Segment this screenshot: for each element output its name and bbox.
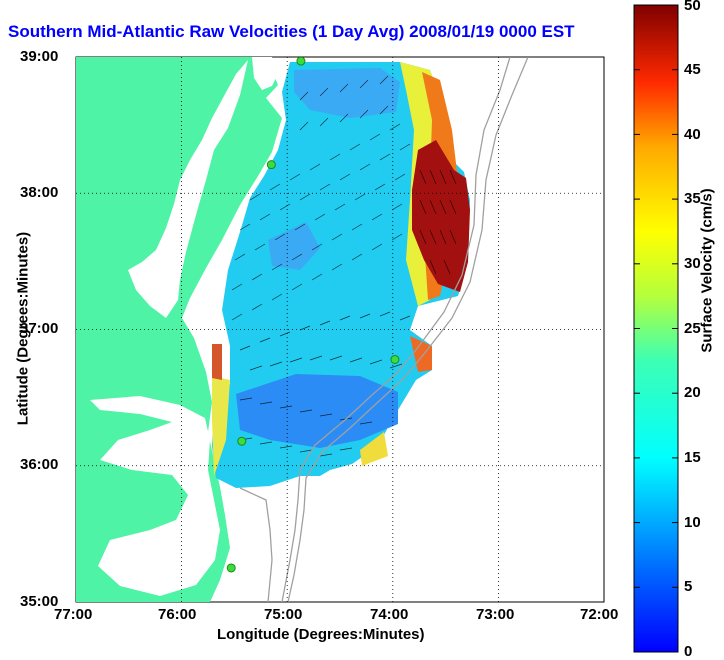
x-tick-label: 73:00 <box>476 606 515 623</box>
bathymetry-contours <box>239 57 529 602</box>
x-tick-label: 76:00 <box>158 606 197 623</box>
y-axis-label: Latitude (Degrees:Minutes) <box>14 231 32 426</box>
x-axis-label: Longitude (Degrees:Minutes) <box>217 626 425 643</box>
slow-patch <box>236 374 398 448</box>
chart-title-overlay: Southern Mid-Atlantic Raw Velocities (1 … <box>8 22 575 41</box>
colorbar-tick-label: 45 <box>684 61 701 78</box>
colorbar-tick-label: 35 <box>684 190 701 207</box>
station-markers <box>226 57 400 573</box>
delaware-bay <box>252 57 280 90</box>
edge-warm <box>212 376 230 476</box>
station-marker <box>390 354 400 364</box>
colorbar-tick-label: 0 <box>684 643 693 660</box>
x-tick-label: 75:00 <box>264 606 303 623</box>
edge-warm <box>360 432 388 466</box>
sound-water <box>90 396 220 596</box>
colorbar-tick-label: 50 <box>684 0 701 14</box>
y-tick-label: 35:00 <box>20 593 59 610</box>
fast-core <box>412 140 470 292</box>
colorbar-tick-label: 40 <box>684 126 701 143</box>
station-marker <box>296 57 306 66</box>
y-tick-label: 38:00 <box>20 184 59 201</box>
x-tick-label: 72:00 <box>580 606 619 623</box>
colorbar-tick-label: 10 <box>684 514 701 531</box>
slow-patch <box>268 222 320 270</box>
chesapeake-bay <box>128 60 248 318</box>
y-tick-label: 37:00 <box>20 320 59 337</box>
colorbar-tick-label: 30 <box>684 255 701 272</box>
station-marker <box>237 436 247 446</box>
edge-warm <box>212 344 222 380</box>
colorbar-ticks <box>634 69 678 588</box>
station-marker <box>266 160 276 170</box>
colorbar-tick-label: 5 <box>684 578 693 595</box>
colorbar-tick-label: 15 <box>684 449 701 466</box>
edge-warm <box>410 336 432 372</box>
colorbar-tick-label: 20 <box>684 384 701 401</box>
station-marker <box>226 563 236 573</box>
colorbar <box>633 4 679 653</box>
y-tick-label: 39:00 <box>20 48 59 65</box>
x-tick-label: 77:00 <box>54 606 93 623</box>
sound-land <box>95 498 170 528</box>
grid-lines <box>76 57 604 602</box>
velocity-vectors <box>231 75 457 457</box>
x-tick-label: 74:00 <box>370 606 409 623</box>
colorbar-label: Surface Velocity (cm/s) <box>698 188 716 353</box>
slow-patch <box>294 68 400 118</box>
y-tick-label: 36:00 <box>20 456 59 473</box>
colorbar-tick-label: 25 <box>684 320 701 337</box>
